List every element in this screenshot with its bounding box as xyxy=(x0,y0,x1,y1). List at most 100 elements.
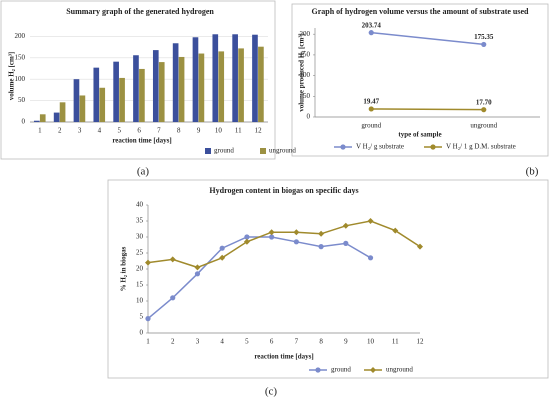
point xyxy=(318,230,325,237)
point xyxy=(368,30,374,36)
bar xyxy=(258,46,264,123)
legend-swatch xyxy=(260,148,266,154)
value-label: 19.47 xyxy=(363,98,379,106)
legend-label: unground xyxy=(269,147,296,155)
point xyxy=(243,238,250,245)
point xyxy=(293,229,300,236)
x-tick-label: 10 xyxy=(367,338,375,346)
legend-marker xyxy=(370,367,376,373)
legend-label: ground xyxy=(331,366,351,374)
point xyxy=(194,264,201,271)
chart-title: Summary graph of the generated hydrogen xyxy=(66,7,214,16)
value-label: 175.35 xyxy=(474,33,494,41)
legend-marker xyxy=(340,144,346,150)
point xyxy=(368,106,374,112)
panel-c-frame xyxy=(107,179,549,379)
legend-marker xyxy=(315,367,321,373)
x-tick-label: 1 xyxy=(38,127,42,135)
bar xyxy=(79,95,86,122)
bar xyxy=(252,34,258,122)
y-tick-label: 200 xyxy=(300,30,311,38)
bar xyxy=(53,112,60,122)
panel-label: (b) xyxy=(526,166,539,178)
bar xyxy=(158,62,165,122)
x-tick-label: 5 xyxy=(118,127,122,135)
bar xyxy=(113,61,119,122)
x-tick-label: 8 xyxy=(177,127,181,135)
x-tick-label: 9 xyxy=(197,127,201,135)
x-tick-label: 8 xyxy=(319,338,323,346)
bar xyxy=(152,50,159,122)
line xyxy=(147,236,371,320)
point xyxy=(417,243,423,250)
y-tick-label: 200 xyxy=(15,32,26,40)
x-tick-label: 1 xyxy=(146,338,150,346)
x-tick-label: unground xyxy=(470,122,497,130)
y-tick-label: 0 xyxy=(140,329,144,337)
panel-a-frame xyxy=(0,0,276,160)
point xyxy=(318,244,324,250)
y-tick-label: 5 xyxy=(140,313,144,321)
point xyxy=(145,259,151,266)
bar xyxy=(99,87,106,122)
x-tick-label: 6 xyxy=(137,127,141,135)
y-tick-label: 0 xyxy=(22,118,26,126)
value-label: 17.70 xyxy=(476,98,492,106)
bar xyxy=(172,43,179,122)
bar xyxy=(139,68,145,122)
chart-title: Graph of hydrogen volume versus the amou… xyxy=(312,7,530,16)
line xyxy=(371,31,484,46)
point xyxy=(367,255,374,261)
x-tick-label: 3 xyxy=(78,127,82,135)
panel-label: (a) xyxy=(137,166,150,178)
y-tick-label: 15 xyxy=(136,281,144,289)
x-axis-label: type of sample xyxy=(398,131,441,139)
x-tick-label: 7 xyxy=(295,338,299,346)
y-tick-label: 30 xyxy=(136,233,144,241)
x-tick-label: 5 xyxy=(245,338,249,346)
x-tick-label: 9 xyxy=(344,338,348,346)
bar xyxy=(238,48,244,122)
bar xyxy=(93,67,100,122)
point xyxy=(342,222,349,229)
line xyxy=(371,108,484,111)
bar xyxy=(133,55,139,122)
y-tick-label: 25 xyxy=(136,249,144,257)
point xyxy=(367,218,374,224)
point xyxy=(343,240,349,246)
y-tick-label: 10 xyxy=(136,297,144,305)
y-axis-label: % H₂ in biogas xyxy=(120,246,128,291)
bar xyxy=(119,77,125,122)
legend-label: ground xyxy=(214,147,234,155)
y-tick-label: 20 xyxy=(136,265,144,273)
y-tick-label: 150 xyxy=(300,51,311,59)
point xyxy=(219,245,225,251)
y-tick-label: 100 xyxy=(300,71,311,79)
y-axis-label: volume H₂ [cm³] xyxy=(8,52,16,101)
x-tick-label: 10 xyxy=(215,127,223,135)
x-tick-label: 6 xyxy=(270,338,274,346)
x-tick-label: 2 xyxy=(171,338,175,346)
legend-swatch xyxy=(205,148,211,154)
point xyxy=(244,234,250,240)
point xyxy=(145,316,151,322)
x-tick-label: 3 xyxy=(196,338,200,346)
x-tick-label: 4 xyxy=(220,338,224,346)
point xyxy=(392,227,399,234)
legend-label: V H₂/ 1 g D.M. substrate xyxy=(446,143,516,151)
point xyxy=(293,239,299,245)
y-tick-label: 35 xyxy=(136,217,144,225)
x-tick-label: 12 xyxy=(255,127,263,135)
y-tick-label: 50 xyxy=(18,96,26,104)
panel-b-frame xyxy=(291,3,549,157)
point xyxy=(194,271,201,277)
x-tick-label: 4 xyxy=(98,127,102,135)
x-tick-label: 12 xyxy=(417,338,425,346)
bar xyxy=(33,120,40,122)
x-tick-label: 11 xyxy=(392,338,399,346)
point xyxy=(268,229,275,236)
x-tick-label: 11 xyxy=(235,127,242,135)
bar xyxy=(192,37,199,123)
bar xyxy=(218,51,225,122)
